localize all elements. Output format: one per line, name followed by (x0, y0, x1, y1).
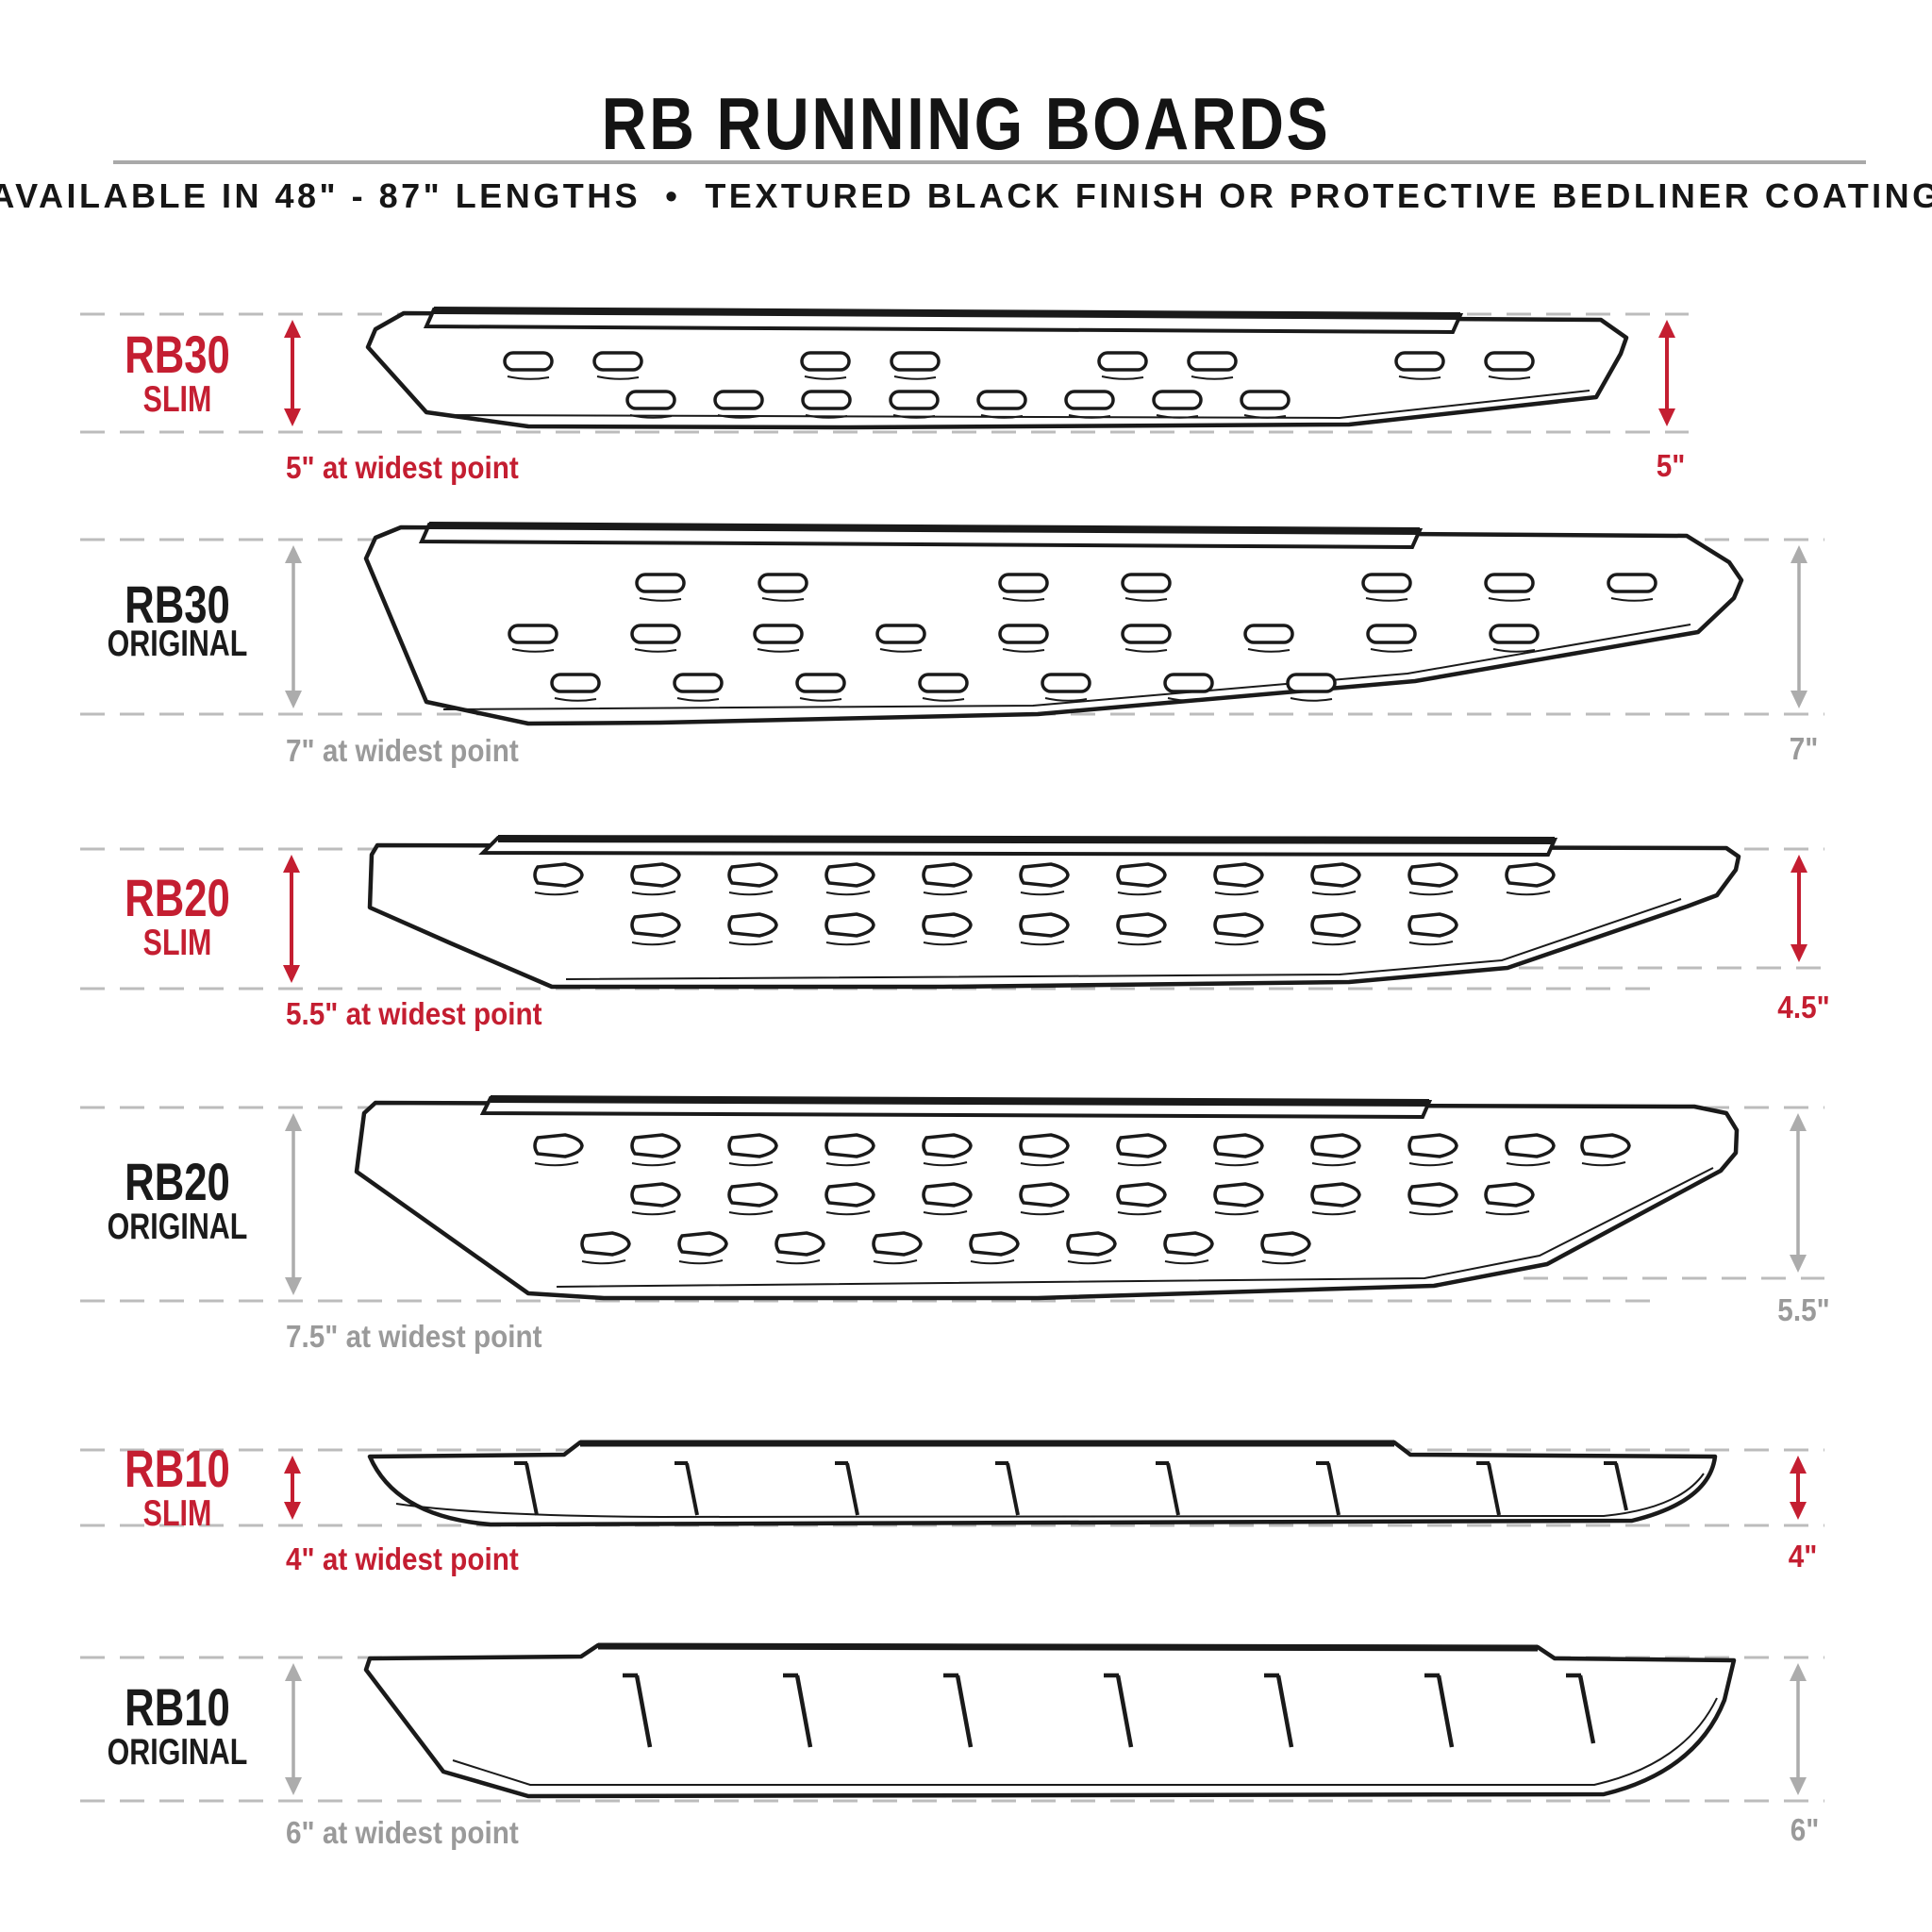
right-measurement-rb20-original: 5.5" (1777, 1292, 1830, 1327)
variant-label-rb20-original: ORIGINAL (107, 1207, 248, 1247)
board-drawing-rb30-slim (365, 307, 1629, 430)
board-drawing-rb10-slim (367, 1440, 1718, 1527)
board-drawing-rb30-original (363, 522, 1744, 726)
variant-label-rb30-original: ORIGINAL (107, 624, 248, 664)
variant-label-rb30-slim: SLIM (142, 379, 212, 420)
rb10-slim-tread-slashes (514, 1461, 1628, 1516)
right-measurement-rb30-slim: 5" (1656, 448, 1686, 483)
variant-label-rb10-slim: SLIM (142, 1493, 212, 1534)
dimension-arrow-rb10-original-right (1790, 1663, 1807, 1795)
header-divider (113, 160, 1866, 164)
model-label-rb10-slim: RB10 (125, 1439, 230, 1498)
model-label-rb30-slim: RB30 (125, 325, 230, 384)
model-label-rb10-original: RB10 (125, 1677, 230, 1737)
board-drawing-rb10-original (363, 1642, 1737, 1799)
model-label-rb30-original: RB30 (125, 575, 230, 634)
variant-label-rb10-original: ORIGINAL (107, 1732, 248, 1773)
dimension-arrow-rb20-slim-right (1790, 855, 1807, 962)
left-measurement-rb10-slim: 4" at widest point (286, 1541, 519, 1576)
right-measurement-rb10-slim: 4" (1788, 1539, 1818, 1574)
dimension-arrow-rb10-original-left (285, 1663, 302, 1795)
subtitle-bullet-separator: • (665, 176, 681, 215)
board-drawing-rb20-slim (367, 835, 1741, 990)
dimension-arrow-rb20-slim-left (283, 855, 300, 983)
model-label-rb20-original: RB20 (125, 1152, 230, 1211)
model-label-rb20-slim: RB20 (125, 868, 230, 927)
dimension-arrows (283, 320, 1807, 1795)
left-measurement-rb10-original: 6" at widest point (286, 1815, 519, 1850)
dimension-arrow-rb10-slim-left (284, 1456, 301, 1520)
left-measurement-rb20-original: 7.5" at widest point (286, 1319, 542, 1354)
left-measurement-rb20-slim: 5.5" at widest point (286, 996, 542, 1031)
dimension-arrow-rb20-original-left (285, 1113, 302, 1295)
right-measurement-rb20-slim: 4.5" (1777, 990, 1830, 1024)
right-measurement-rb30-original: 7" (1789, 731, 1819, 766)
left-measurement-rb30-slim: 5" at widest point (286, 450, 519, 485)
rb10-original-tread-slashes (623, 1673, 1596, 1748)
dimension-arrow-rb30-slim-left (284, 320, 301, 426)
left-measurement-rb30-original: 7" at widest point (286, 733, 519, 768)
page-subtitle: AVAILABLE IN 48" - 87" LENGTHS • TEXTURE… (0, 179, 1932, 213)
page-title: RB RUNNING BOARDS (601, 82, 1331, 165)
right-measurement-rb10-original: 6" (1790, 1812, 1820, 1847)
dimension-arrow-rb20-original-right (1790, 1113, 1807, 1273)
variant-label-rb20-slim: SLIM (142, 923, 212, 963)
subtitle-finish: TEXTURED BLACK FINISH OR PROTECTIVE BEDL… (705, 176, 1932, 215)
dimension-arrow-rb30-slim-right (1658, 320, 1675, 426)
dimension-arrow-rb10-slim-right (1790, 1456, 1807, 1520)
dimension-arrow-rb30-original-right (1790, 545, 1807, 708)
dimension-arrow-rb30-original-left (285, 545, 302, 708)
board-drawing-rb20-original (354, 1095, 1740, 1301)
subtitle-lengths: AVAILABLE IN 48" - 87" LENGTHS (0, 176, 641, 215)
